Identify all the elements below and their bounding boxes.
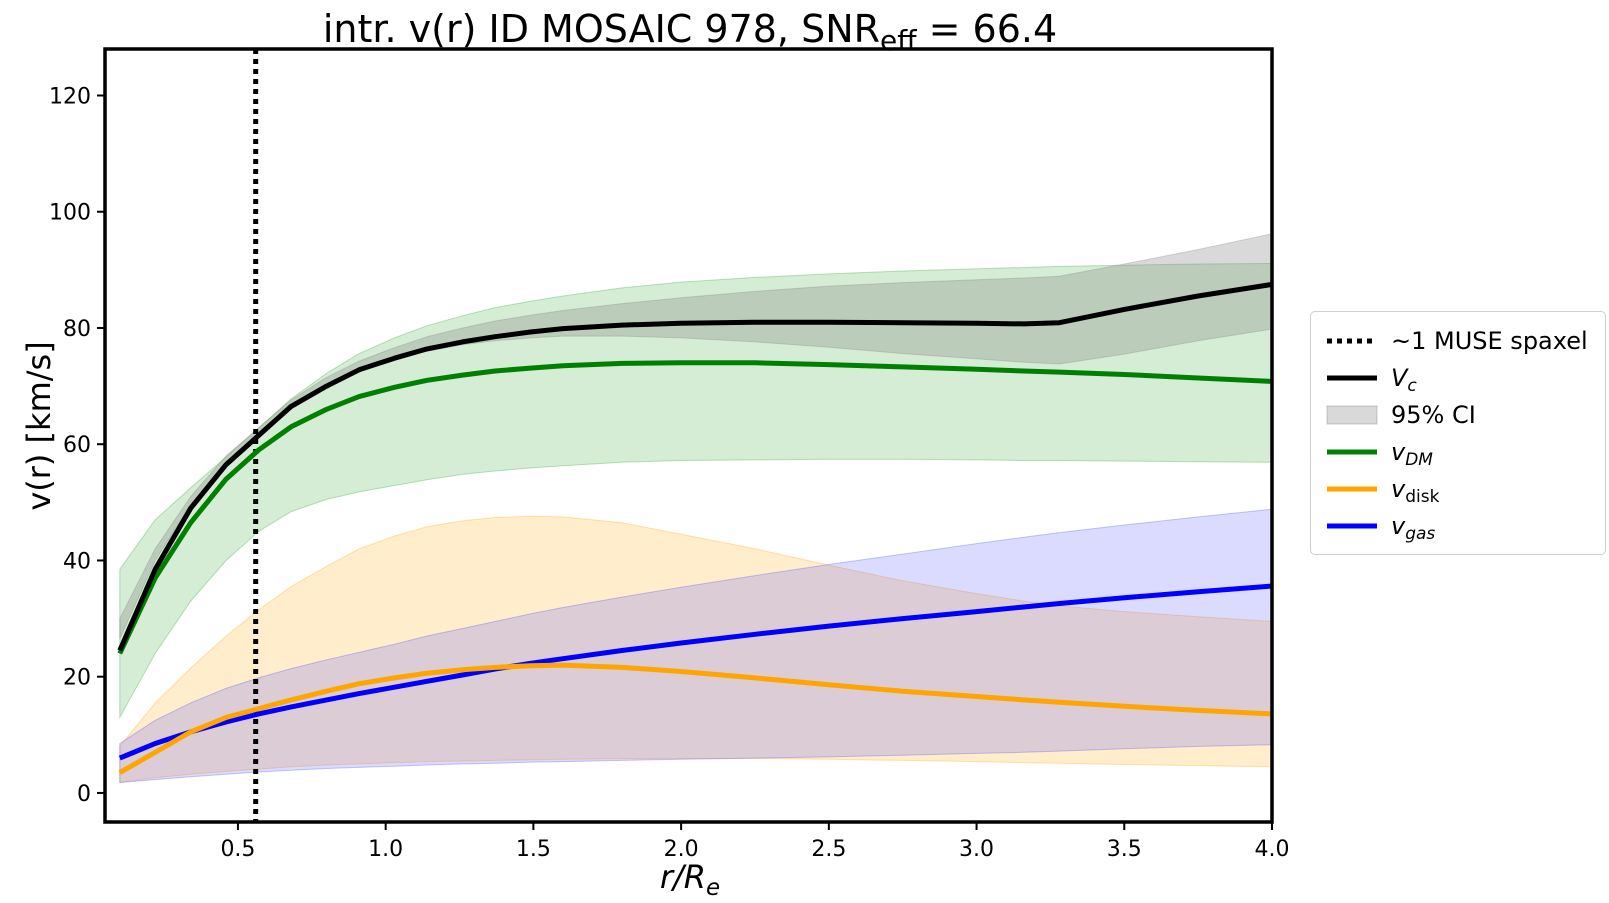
chart-title: intr. v(r) ID MOSAIC 978, SNReff = 66.4 [323, 7, 1057, 57]
legend-swatch-dotted-line [1327, 338, 1377, 344]
y-tick-label: 60 [63, 433, 91, 458]
legend-label-vgas-main: v [1391, 512, 1406, 540]
legend-label-vc-main: V [1391, 364, 1408, 392]
legend-label-vdisk-main: v [1391, 475, 1406, 503]
legend-label-vdisk-subscript: disk [1405, 487, 1440, 507]
legend-label-vdisk: vdisk [1391, 475, 1439, 507]
legend: ~1 MUSE spaxel Vc 95% CI vDM vdisk vgas [1310, 311, 1606, 555]
legend-swatch-vdm [1327, 449, 1377, 455]
series-line-v-dm [117, 360, 1273, 655]
legend-label-vgas: vgas [1391, 512, 1435, 544]
legend-label-vdm-subscript: DM [1405, 450, 1433, 470]
x-axis-label-subscript: e [706, 875, 720, 901]
plot-frame [103, 47, 1274, 824]
y-tick-label: 20 [63, 666, 91, 691]
series-line-v-disk [118, 662, 1273, 775]
x-tick-label: 2.0 [664, 837, 699, 862]
legend-item-vc: Vc [1311, 359, 1605, 397]
chart-title-main: intr. v(r) ID MOSAIC 978, SNR [323, 7, 880, 51]
legend-item-vdisk: vdisk [1311, 470, 1605, 508]
x-tick-label: 1.5 [516, 837, 551, 862]
legend-label-vdm: vDM [1391, 438, 1433, 470]
legend-item-vdm: vDM [1311, 433, 1605, 471]
legend-swatch-vdisk [1327, 486, 1377, 492]
confidence-bands [119, 233, 1273, 784]
x-tick-label: 2.5 [811, 837, 846, 862]
x-axis-label: r/Re [660, 858, 720, 901]
legend-item-ci: 95% CI [1311, 396, 1605, 434]
legend-swatch-vc [1327, 375, 1377, 381]
y-tick-label: 100 [49, 201, 91, 226]
x-tick-label: 0.5 [220, 837, 255, 862]
y-tick-label: 0 [77, 782, 91, 807]
chart-title-value: = 66.4 [917, 7, 1058, 51]
legend-swatch-vgas [1327, 523, 1377, 529]
x-tick-label: 4.0 [1255, 837, 1290, 862]
legend-label-muse-spaxel: ~1 MUSE spaxel [1391, 327, 1588, 355]
x-tick-label: 3.5 [1107, 837, 1142, 862]
series-line-v-c [117, 281, 1273, 652]
chart-title-subscript: eff [880, 24, 917, 57]
legend-label-vc-subscript: c [1407, 376, 1417, 396]
x-tick-label: 3.0 [959, 837, 994, 862]
legend-label-vc: Vc [1391, 364, 1417, 396]
y-tick-label: 80 [63, 317, 91, 342]
legend-item-vgas: vgas [1311, 507, 1605, 545]
x-axis-ticks: 0.5 1.0 1.5 2.0 2.5 3.0 3.5 4.0 [220, 822, 1290, 862]
y-axis-ticks: 0 20 40 60 80 100 120 [49, 84, 105, 807]
legend-swatch-ci [1326, 405, 1378, 425]
y-tick-label: 120 [49, 84, 91, 109]
x-axis-label-main: r/R [660, 858, 706, 896]
legend-label-vgas-subscript: gas [1405, 524, 1436, 544]
legend-item-muse-spaxel: ~1 MUSE spaxel [1311, 322, 1605, 360]
y-tick-label: 40 [63, 549, 91, 574]
y-axis-label: v(r) [km/s] [20, 341, 58, 510]
x-tick-label: 1.0 [368, 837, 403, 862]
legend-label-vdm-main: v [1391, 438, 1406, 466]
series-lines [117, 281, 1273, 775]
legend-label-ci: 95% CI [1391, 401, 1476, 429]
